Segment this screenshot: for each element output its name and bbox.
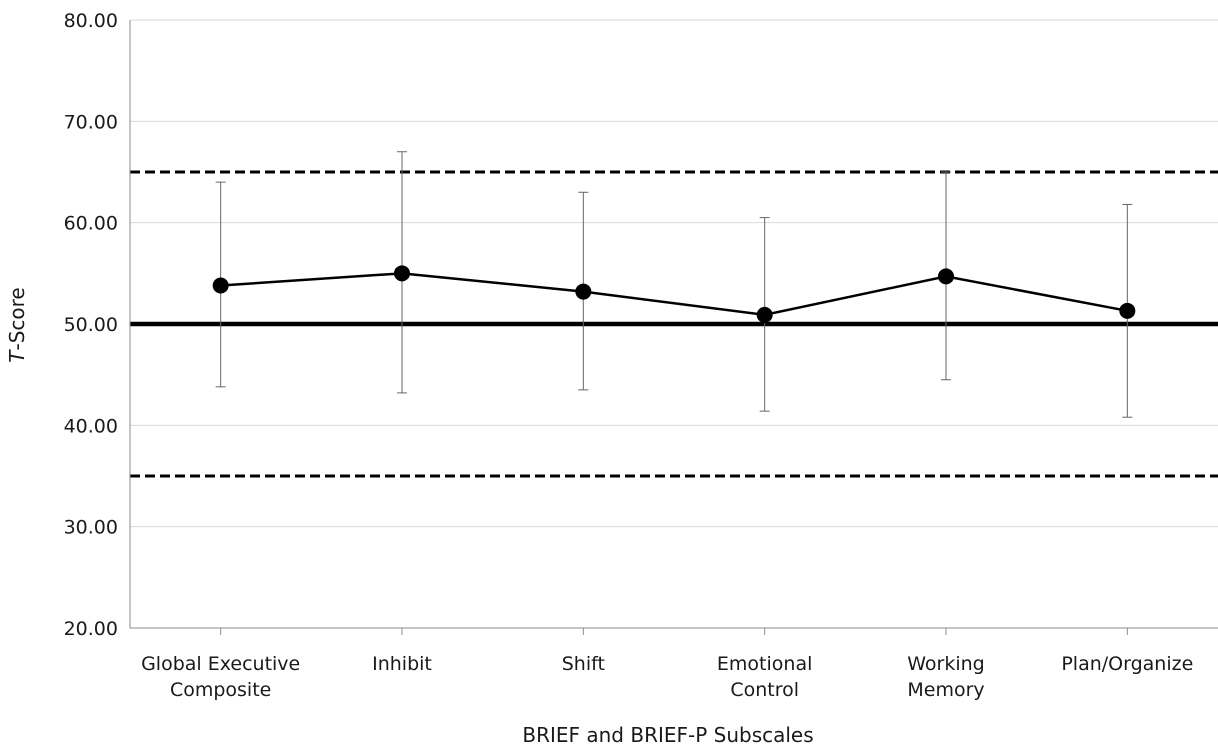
y-tick-label: 80.00 xyxy=(64,10,118,32)
y-tick-label: 60.00 xyxy=(64,213,118,235)
series-line xyxy=(212,265,1136,323)
y-tick-label: 70.00 xyxy=(64,111,118,133)
x-category-labels: Global Executive Composite Inhibit Shift Emo… xyxy=(141,653,1193,701)
reference-lines xyxy=(130,170,1218,478)
x-category-label: Inhibit xyxy=(372,653,432,675)
y-tick-label: 30.00 xyxy=(64,517,118,539)
x-category-label: Plan/Organize xyxy=(1061,653,1193,675)
data-point xyxy=(1119,302,1136,319)
gridlines xyxy=(130,19,1218,528)
axes xyxy=(129,20,1218,635)
x-category-label: Global Executive Composite xyxy=(141,653,300,701)
x-category-label: Shift xyxy=(562,653,605,675)
y-tick-label: 40.00 xyxy=(64,415,118,437)
y-tick-label: 20.00 xyxy=(64,618,118,640)
x-axis-label: BRIEF and BRIEF-P Subscales xyxy=(522,723,813,747)
series-line-path xyxy=(220,272,1128,317)
data-point xyxy=(938,268,954,285)
data-point xyxy=(756,306,773,323)
x-category-label: Working Memory xyxy=(907,653,985,701)
y-tick-labels: 20.00 30.00 40.00 50.00 60.00 70.00 80.00 xyxy=(64,10,118,640)
data-point xyxy=(394,265,410,282)
x-category-label: Emotional Control xyxy=(717,653,812,701)
y-tick-label: 50.00 xyxy=(64,314,118,336)
y-axis-label: T-Score xyxy=(5,287,29,362)
data-point xyxy=(212,277,229,294)
data-point xyxy=(575,283,592,300)
